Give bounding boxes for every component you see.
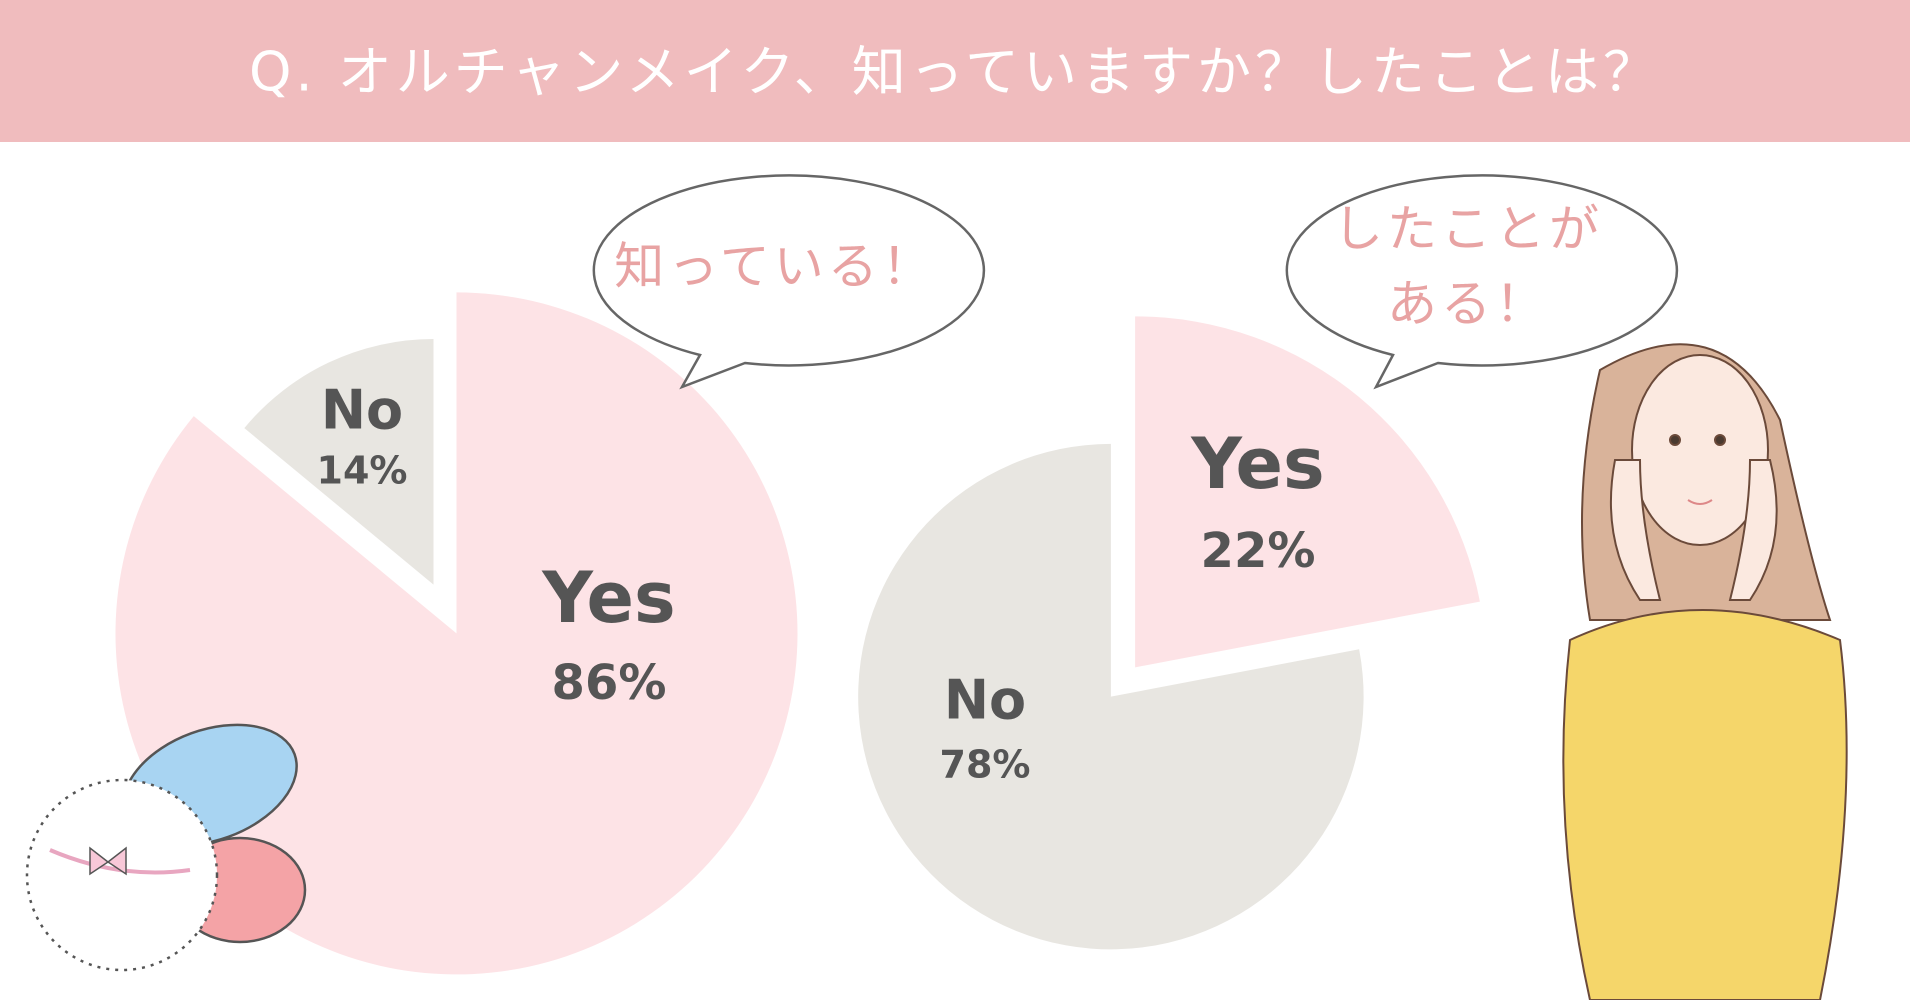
- slice-label: Yes: [1190, 423, 1324, 505]
- speech-bubble: [592, 174, 986, 390]
- pie-slice: [244, 339, 434, 585]
- slice-value-label: 22%: [1201, 523, 1316, 579]
- woman-illustration: [1562, 343, 1848, 1000]
- bubble-text: 知っている！: [614, 238, 936, 296]
- slice-label: No: [321, 379, 403, 442]
- bubble-text: ある！: [1387, 275, 1549, 333]
- slice-label: No: [944, 669, 1026, 732]
- bubble-text: したことが: [1333, 200, 1603, 258]
- title-bar: [0, 0, 1910, 142]
- slice-value-label: 14%: [317, 449, 408, 493]
- slice-value-label: 86%: [552, 655, 667, 711]
- compact-illustration: [25, 723, 307, 972]
- pie-slice: [858, 443, 1364, 950]
- title: Q. オルチャンメイク、知っていますか？したことは？: [249, 41, 1661, 104]
- slice-value-label: 78%: [940, 743, 1031, 787]
- slice-label: Yes: [541, 557, 675, 639]
- pie-slice: [1135, 316, 1480, 668]
- speech-bubble: [1285, 174, 1679, 390]
- pie-slice: [115, 292, 798, 975]
